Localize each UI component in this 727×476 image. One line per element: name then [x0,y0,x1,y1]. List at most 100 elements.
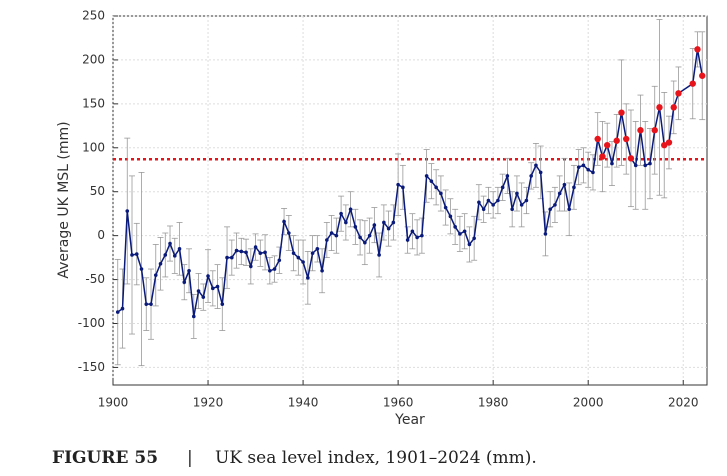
caption-text: UK sea level index, 1901–2024 (mm). [215,448,537,468]
data-point [553,203,557,207]
data-point [163,253,168,257]
data-point [448,214,453,219]
data-point [344,220,348,225]
data-point [567,207,571,212]
data-point [144,302,149,306]
data-point [291,251,296,256]
data-point [505,174,510,178]
y-tick-label: 250 [82,9,105,23]
data-point [661,141,668,149]
data-point [586,167,590,172]
data-point [472,236,476,241]
data-point [665,139,673,146]
data-point [134,252,139,256]
data-point [410,229,415,234]
plot-frame [112,15,708,386]
data-point [196,289,201,293]
x-tick-label: 2020 [668,396,699,410]
data-point [172,254,177,258]
data-point [234,248,239,253]
data-point [315,247,320,251]
data-point [458,232,462,236]
data-point [377,253,381,257]
data-point [225,255,229,260]
data-point [613,137,620,144]
data-point [210,286,215,291]
data-point [277,258,282,263]
data-point [491,203,495,207]
data-point [496,198,500,203]
data-point [125,209,130,213]
data-point [358,235,362,240]
data-point [177,247,182,251]
data-point [443,205,448,210]
data-point [538,170,543,175]
data-point [434,185,438,190]
data-point [282,219,286,224]
data-point [618,109,625,116]
data-point [486,198,491,203]
data-point [562,182,567,187]
data-point [320,268,324,273]
data-point [581,163,586,168]
data-point [694,46,701,53]
data-point [258,251,263,256]
data-point [599,153,606,160]
data-point [604,141,611,149]
data-point [348,207,353,212]
data-point [481,207,486,212]
data-point [130,253,134,257]
data-point [429,179,434,183]
data-point [543,232,548,236]
data-point [339,211,343,216]
data-point [220,302,225,306]
data-point [670,104,677,111]
data-point [500,185,505,190]
data-point [405,238,410,242]
x-tick-label: 1920 [193,396,224,410]
data-point [263,250,267,255]
data-point [268,268,272,273]
data-point [329,231,334,235]
data-point [401,185,405,190]
caption-separator: | [187,448,193,468]
y-tick-label: -50 [85,272,105,286]
data-point [648,161,652,166]
y-tick-label: 50 [90,184,105,198]
data-point [272,267,277,271]
data-point [439,191,443,196]
data-point [515,191,519,196]
data-point [310,251,315,256]
data-point [301,260,305,264]
data-point [627,155,635,162]
y-tick-label: 150 [82,96,105,110]
data-point [149,302,153,306]
data-point [182,280,187,285]
data-point [391,220,396,225]
data-point [534,163,538,168]
data-point [239,249,244,254]
data-point [524,198,529,203]
data-point [353,225,358,229]
data-point [334,233,339,238]
data-point [576,165,581,169]
data-point [201,295,206,299]
data-point [396,182,400,187]
data-point [675,90,682,97]
data-point [158,261,163,266]
data-point [510,207,514,212]
data-point [643,163,648,168]
data-point [519,203,524,207]
data-point [153,273,158,277]
data-point [651,127,658,134]
x-tick-label: 1980 [478,396,509,410]
data-point [591,170,595,175]
data-point [699,72,706,79]
x-tick-label: 1960 [383,396,414,410]
data-point [594,135,601,143]
y-tick-label: -150 [78,360,105,374]
data-point [249,264,253,269]
data-point [386,226,391,231]
data-point [206,274,210,278]
data-point [557,191,562,196]
